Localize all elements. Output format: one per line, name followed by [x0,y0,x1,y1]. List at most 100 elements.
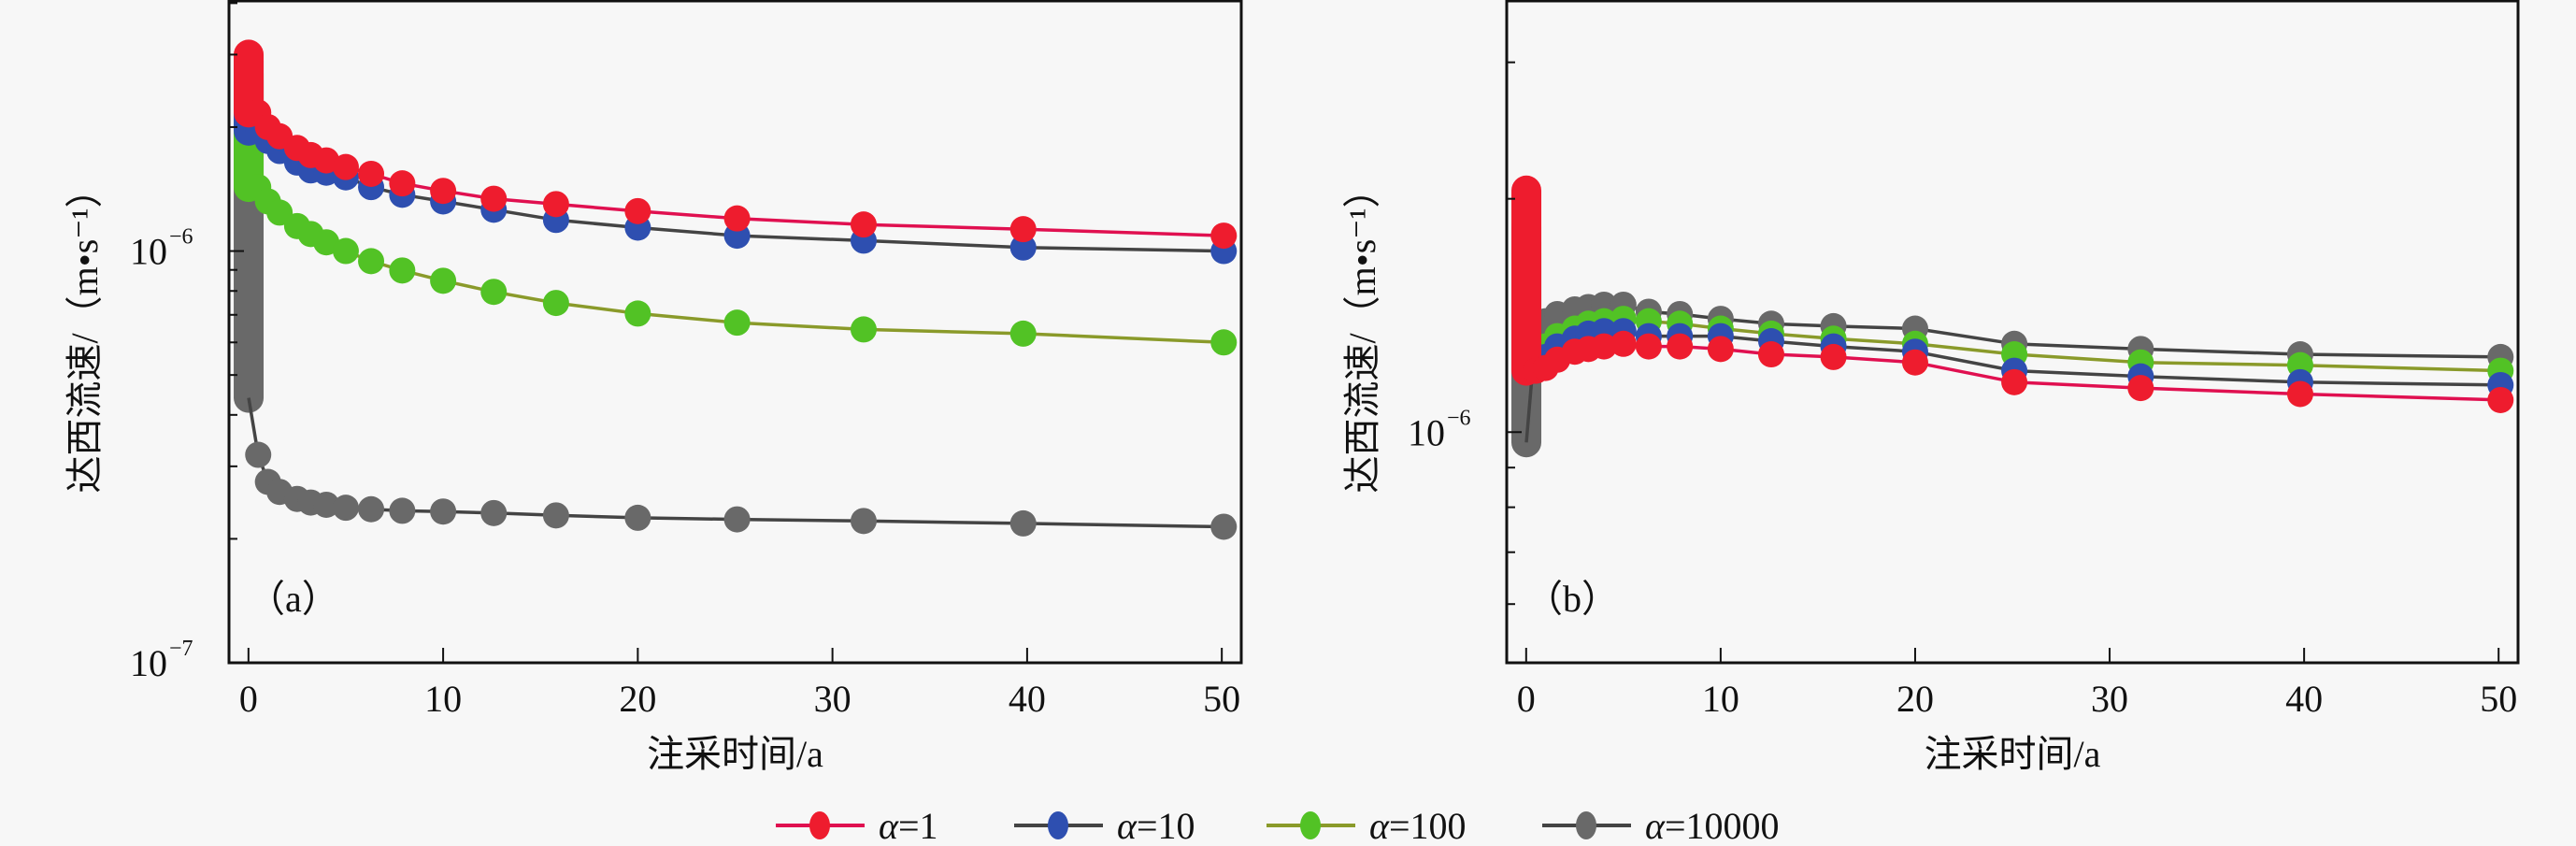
data-point [430,178,457,205]
data-point [313,229,340,256]
data-point [313,491,340,518]
data-point [542,191,569,218]
y-tick-label: 10 [130,642,167,684]
panel-b-label: （b） [1525,578,1619,620]
panel-a-frame [227,0,1243,665]
panel-b-frame [1505,0,2520,665]
data-point [1707,336,1734,363]
y-tick-exponent: −6 [1447,406,1471,430]
data-point [1009,216,1037,243]
data-point [1820,343,1847,370]
panel-a-y-axis-title: 达西流速/（m•s⁻¹） [64,171,106,494]
panel-a-x-axis-title: 注采时间/a [647,733,823,775]
series-alpha-100 [234,58,1238,356]
data-point [723,309,751,337]
legend-symbol: α [1117,805,1138,846]
data-point [1757,341,1784,368]
series-alpha-10 [234,45,1238,265]
data-point [1635,333,1662,360]
data-point [624,300,651,327]
data-point [332,495,359,522]
data-point [2001,368,2028,395]
x-tick-label: 0 [239,678,258,720]
x-tick-label: 40 [2285,678,2323,720]
legend-entry: α=10 [1014,805,1195,846]
legend-value: =10000 [1665,805,1780,846]
data-point [1210,222,1238,250]
legend-label: α=10000 [1645,805,1780,846]
x-tick-label: 50 [2480,678,2517,720]
legend-symbol: α [1645,805,1666,846]
x-tick-label: 30 [2091,678,2128,720]
legend-entry: α=10000 [1542,805,1780,846]
legend-label: α=100 [1369,805,1467,846]
legend-label: α=1 [879,805,938,846]
data-point [1009,320,1037,347]
data-point [389,170,416,197]
legend-entry: α=1 [776,805,938,846]
x-tick-label: 20 [1896,678,1934,720]
data-point [723,506,751,533]
legend-value: =1 [898,805,938,846]
data-point [430,498,457,525]
data-point [1210,513,1238,540]
y-tick-label: 10 [130,231,167,273]
panel-b-marks [1511,175,2514,458]
legend-label: α=10 [1117,805,1195,846]
data-point [358,495,385,523]
legend: α=1 α=10 α=100 α=10000 [776,805,1780,846]
data-point [480,185,508,212]
data-point [1009,234,1037,261]
data-point [624,504,651,531]
data-point [1210,329,1238,356]
y-tick-exponent: −7 [169,637,193,661]
data-point [2286,380,2313,408]
legend-value: =100 [1389,805,1467,846]
x-tick-label: 30 [814,678,852,720]
legend-marker [1576,811,1596,839]
data-point [542,502,569,529]
data-point [332,237,359,265]
x-tick-label: 0 [1517,678,1536,720]
series-alpha-1 [1511,175,2514,413]
y-tick-exponent: −6 [169,225,193,250]
data-point [624,197,651,224]
x-tick-label: 10 [1702,678,1739,720]
data-point [723,205,751,232]
data-point [389,257,416,284]
data-point [850,508,877,535]
data-point [332,153,359,180]
panel-b-x-axis-title: 注采时间/a [1925,733,2101,775]
panel-b-y-axis-title: 达西流速/（m•s⁻¹） [1341,171,1383,494]
legend-marker [1300,811,1321,839]
data-point [1610,330,1637,357]
legend-value: =10 [1137,805,1195,846]
data-point [480,279,508,306]
legend-marker [1048,811,1068,839]
data-point [1901,349,1928,376]
panel-a-label: （a） [248,578,339,620]
data-point [850,316,877,343]
data-point [1009,509,1037,537]
x-tick-label: 20 [619,678,656,720]
legend-symbol: α [1369,805,1390,846]
data-point [389,497,416,524]
series-alpha-10000 [234,65,1238,540]
series-alpha-1 [234,39,1238,250]
data-point [480,499,508,526]
x-tick-label: 50 [1203,678,1240,720]
data-point [430,267,457,294]
legend-symbol: α [879,805,899,846]
legend-entry: α=100 [1267,805,1467,846]
data-point [358,160,385,187]
x-tick-label: 40 [1009,678,1046,720]
data-point [850,211,877,238]
data-point [542,290,569,317]
y-tick-label: 10 [1408,411,1445,453]
data-point [1667,333,1694,360]
